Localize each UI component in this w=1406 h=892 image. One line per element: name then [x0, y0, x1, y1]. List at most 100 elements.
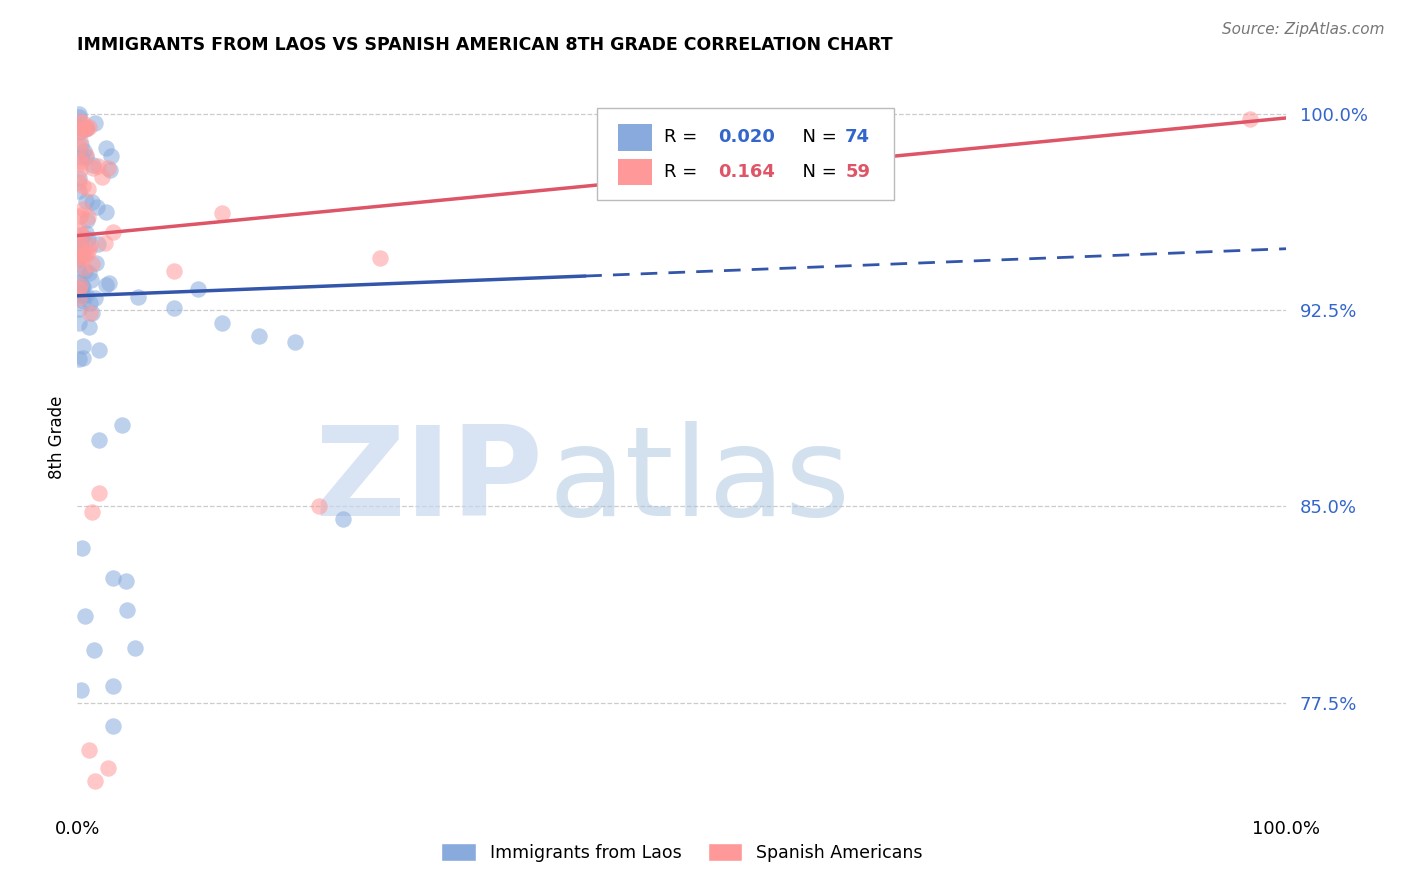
Point — [84, 291, 107, 305]
Point — [80, 273, 103, 287]
Point — [80, 306, 103, 320]
Point — [70, 541, 93, 556]
Point — [67, 241, 90, 255]
Point — [72, 294, 94, 309]
Point — [69, 223, 91, 237]
Point — [87, 343, 110, 358]
Point — [103, 571, 125, 585]
Point — [75, 288, 97, 302]
Point — [79, 120, 101, 135]
Point — [77, 210, 100, 224]
Point — [77, 267, 100, 281]
Point — [96, 278, 118, 293]
Point — [72, 247, 94, 261]
Point — [187, 282, 209, 296]
Legend: Immigrants from Laos, Spanish Americans: Immigrants from Laos, Spanish Americans — [434, 837, 929, 869]
Point — [72, 179, 94, 194]
Text: R =: R = — [664, 163, 703, 181]
Point — [87, 486, 110, 500]
Point — [82, 158, 104, 172]
Point — [90, 169, 112, 184]
Point — [115, 574, 138, 589]
Point — [86, 200, 108, 214]
Point — [124, 641, 146, 656]
Point — [76, 226, 98, 240]
Point — [98, 162, 121, 177]
Point — [103, 225, 125, 239]
Point — [67, 120, 90, 134]
Point — [103, 680, 125, 694]
FancyBboxPatch shape — [598, 108, 894, 200]
Point — [72, 288, 94, 302]
Point — [72, 116, 94, 130]
Point — [72, 280, 94, 294]
Point — [111, 417, 134, 432]
Text: Source: ZipAtlas.com: Source: ZipAtlas.com — [1222, 22, 1385, 37]
Point — [284, 334, 307, 349]
Point — [72, 351, 94, 365]
Point — [69, 275, 91, 289]
Point — [83, 116, 105, 130]
Point — [67, 263, 90, 277]
Point — [82, 195, 104, 210]
FancyBboxPatch shape — [617, 124, 652, 151]
Point — [67, 249, 90, 263]
Y-axis label: 8th Grade: 8th Grade — [48, 395, 66, 479]
Point — [79, 306, 101, 320]
Point — [69, 134, 91, 148]
Point — [69, 242, 91, 256]
Text: 0.020: 0.020 — [718, 128, 775, 146]
Point — [69, 227, 91, 242]
Point — [308, 500, 330, 514]
Point — [86, 159, 108, 173]
Point — [76, 213, 98, 227]
Point — [67, 124, 90, 138]
Point — [75, 148, 97, 162]
FancyBboxPatch shape — [617, 159, 652, 186]
Point — [89, 433, 111, 447]
Point — [115, 602, 138, 616]
Point — [84, 774, 107, 789]
Point — [67, 184, 90, 198]
Point — [69, 156, 91, 170]
Point — [101, 719, 124, 733]
Point — [69, 162, 91, 177]
Point — [84, 255, 107, 269]
Point — [70, 227, 93, 242]
Point — [94, 141, 117, 155]
Point — [73, 264, 96, 278]
Text: N =: N = — [790, 128, 842, 146]
Text: 59: 59 — [845, 163, 870, 181]
Point — [80, 257, 103, 271]
Point — [82, 161, 104, 176]
Point — [332, 512, 354, 526]
Point — [163, 264, 186, 278]
Point — [79, 742, 101, 756]
Point — [96, 204, 118, 219]
Point — [69, 125, 91, 139]
Point — [75, 194, 97, 209]
Text: IMMIGRANTS FROM LAOS VS SPANISH AMERICAN 8TH GRADE CORRELATION CHART: IMMIGRANTS FROM LAOS VS SPANISH AMERICAN… — [77, 37, 893, 54]
Point — [69, 285, 91, 300]
Point — [70, 682, 93, 697]
Point — [163, 301, 186, 315]
Point — [70, 208, 93, 222]
Point — [67, 175, 90, 189]
Point — [211, 316, 233, 330]
Point — [69, 238, 91, 252]
Point — [67, 210, 90, 224]
Point — [70, 279, 93, 293]
Point — [368, 251, 391, 265]
Point — [75, 122, 97, 136]
Point — [75, 150, 97, 164]
Point — [67, 248, 90, 262]
Point — [247, 329, 270, 343]
Point — [79, 296, 101, 310]
Point — [70, 232, 93, 246]
Point — [67, 317, 90, 331]
Point — [67, 107, 90, 121]
Point — [69, 277, 91, 292]
Point — [73, 122, 96, 136]
Point — [1239, 112, 1261, 127]
Text: N =: N = — [790, 163, 842, 181]
